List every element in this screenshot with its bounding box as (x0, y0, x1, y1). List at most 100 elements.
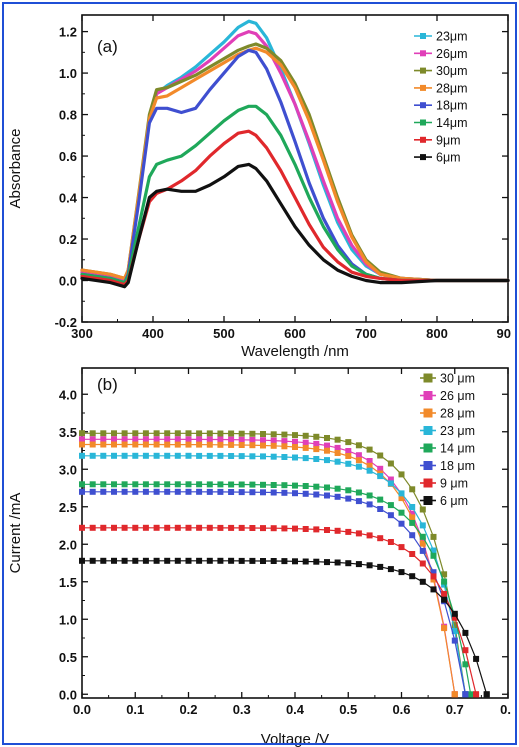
data-point (217, 524, 224, 531)
data-point (292, 454, 298, 461)
data-point (441, 625, 448, 632)
legend-marker (420, 33, 426, 39)
legend-marker (420, 136, 426, 143)
data-point (100, 488, 107, 495)
legend-label: 9 μm (440, 477, 468, 491)
data-point (334, 559, 341, 566)
data-point (398, 509, 405, 516)
x-tick-label: 600 (284, 326, 306, 341)
data-point (419, 547, 426, 554)
legend-label: 30 μm (440, 372, 475, 386)
data-point (366, 446, 373, 453)
data-point (398, 490, 405, 497)
legend-entry: 9μm (414, 133, 461, 147)
data-point (409, 573, 416, 580)
data-point (153, 441, 160, 448)
data-point (324, 447, 330, 454)
data-point (142, 441, 149, 448)
y-tick-label: 2.5 (59, 500, 77, 515)
data-point (270, 442, 277, 449)
data-point (142, 557, 149, 564)
data-point (260, 558, 266, 564)
data-point (260, 442, 266, 449)
data-point (249, 437, 256, 443)
legend-label: 6 μm (440, 494, 468, 508)
data-point (100, 524, 107, 531)
data-point (419, 506, 426, 513)
data-point (451, 622, 458, 629)
data-point (302, 455, 309, 462)
data-point (377, 496, 384, 503)
y-tick-label: 3.0 (59, 462, 77, 477)
data-point (228, 453, 235, 459)
data-point (89, 436, 96, 443)
data-point (355, 561, 362, 568)
data-point (467, 691, 474, 698)
legend-entry: 30μm (414, 64, 468, 78)
data-point (228, 436, 235, 443)
plot-frame (81, 14, 509, 323)
data-point (430, 569, 437, 576)
data-point (100, 441, 107, 448)
data-point (430, 576, 437, 583)
data-point (249, 489, 256, 496)
data-point (206, 430, 213, 437)
data-point (270, 437, 277, 444)
legend-marker (420, 67, 426, 74)
x-tick-label: 0. (500, 702, 511, 717)
x-tick-label: 0.0 (73, 702, 91, 717)
data-point (355, 452, 362, 459)
data-point (79, 441, 85, 448)
x-tick-label: 0.7 (446, 702, 464, 717)
legend-entry: 28μm (414, 81, 468, 95)
data-point (185, 441, 192, 448)
data-point (238, 430, 245, 437)
data-point (324, 457, 330, 464)
data-point (398, 471, 405, 478)
data-point (366, 532, 373, 539)
data-point (260, 437, 266, 444)
data-point (196, 441, 203, 448)
data-point (409, 532, 416, 539)
data-point (174, 557, 181, 564)
legend-marker (420, 50, 426, 57)
data-point (270, 482, 277, 488)
data-point (89, 452, 96, 459)
data-point (217, 436, 224, 443)
data-point (132, 557, 139, 564)
data-point (228, 430, 235, 437)
data-point (292, 482, 298, 489)
data-point (430, 533, 437, 540)
data-point (228, 524, 235, 531)
legend-entry: 18μm (414, 99, 468, 113)
data-point (419, 522, 426, 529)
data-point (366, 501, 373, 508)
data-point (377, 506, 384, 512)
x-axis-label: Voltage /V (261, 731, 329, 747)
data-point (451, 691, 458, 698)
y-tick-label: 1.0 (59, 612, 77, 627)
data-point (100, 430, 107, 437)
data-point (313, 558, 320, 565)
data-point (206, 441, 213, 448)
data-point (324, 527, 330, 533)
x-tick-label: 90 (497, 326, 511, 341)
legend-label: 18μm (436, 99, 468, 113)
data-point (345, 448, 352, 454)
data-point (185, 481, 192, 488)
data-point (164, 524, 171, 531)
data-point (441, 590, 448, 597)
data-point (164, 557, 171, 564)
legend-marker (423, 373, 433, 383)
data-point (334, 485, 341, 492)
y-tick-label: 4.0 (59, 387, 77, 402)
data-point (345, 528, 352, 535)
x-tick-label: 0.6 (392, 702, 410, 717)
legend-marker (423, 408, 433, 418)
data-point (100, 452, 107, 459)
data-point (281, 482, 288, 489)
data-point (185, 488, 192, 495)
data-point (111, 557, 117, 564)
x-tick-label: 700 (355, 326, 377, 341)
x-tick-label: 500 (213, 326, 235, 341)
